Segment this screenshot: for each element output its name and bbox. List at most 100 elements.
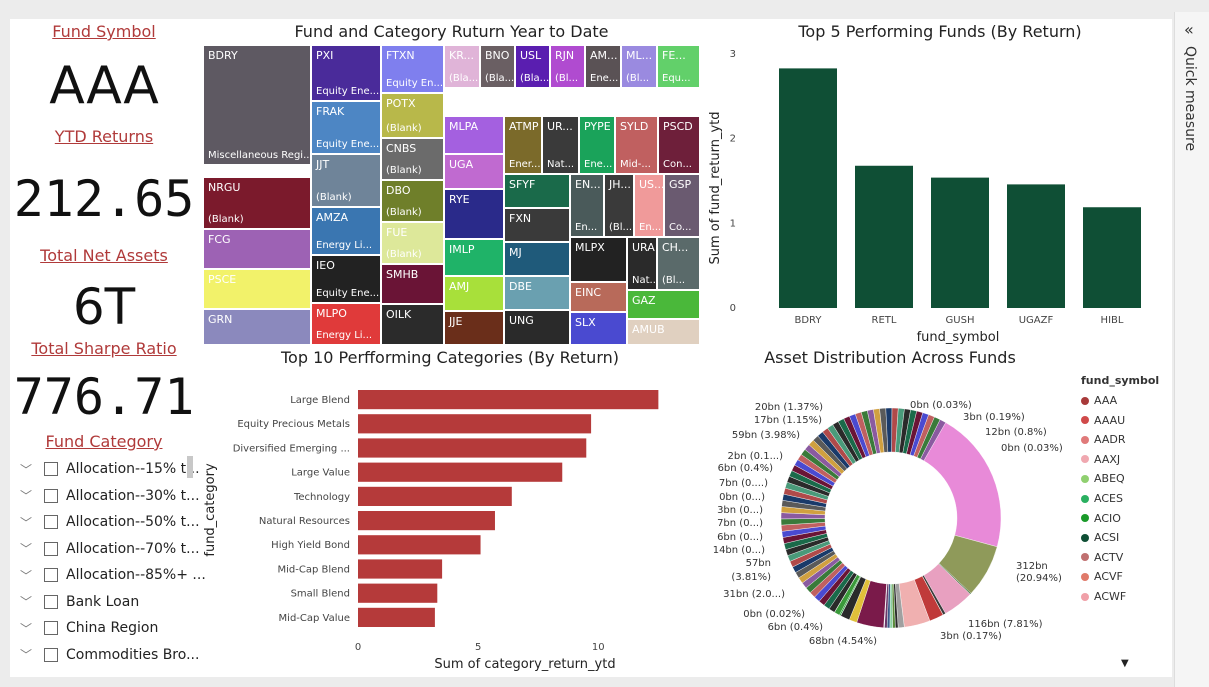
- chevron-down-icon[interactable]: ﹀: [20, 462, 33, 477]
- bar[interactable]: [358, 486, 512, 506]
- bar[interactable]: [779, 68, 837, 308]
- checkbox[interactable]: [44, 462, 58, 476]
- treemap-cell[interactable]: MLPA: [444, 116, 504, 154]
- treemap-cell[interactable]: BDRY Miscellaneous Regi...: [203, 45, 311, 165]
- chevron-down-icon[interactable]: ﹀: [20, 542, 33, 556]
- bar[interactable]: [855, 165, 913, 308]
- treemap-cell[interactable]: AMJ: [444, 276, 504, 311]
- treemap-cell[interactable]: USL (Bla...: [515, 45, 550, 88]
- fund-symbol-label[interactable]: Fund Symbol: [52, 22, 156, 41]
- treemap-cell[interactable]: RYE: [444, 189, 504, 239]
- checkbox[interactable]: [44, 488, 58, 503]
- legend-item[interactable]: AAXJ: [1081, 453, 1120, 466]
- treemap-cell[interactable]: FCG: [203, 229, 311, 269]
- collapse-pane-icon[interactable]: «: [1184, 20, 1194, 39]
- legend-item[interactable]: AAA: [1081, 394, 1117, 407]
- bar[interactable]: [358, 535, 481, 555]
- treemap-cell[interactable]: PSCD Con...: [658, 116, 700, 174]
- legend-item[interactable]: ACES: [1081, 492, 1123, 505]
- treemap-cell[interactable]: OILK: [381, 304, 444, 345]
- treemap-cell[interactable]: URA Nat...: [627, 237, 657, 290]
- bar[interactable]: [358, 462, 563, 482]
- chevron-down-icon[interactable]: ﹀: [20, 648, 33, 662]
- slicer-item[interactable]: ﹀ Allocation--15% t...: [20, 458, 200, 480]
- treemap-cell[interactable]: FUE (Blank): [381, 222, 444, 264]
- ytd-returns-label[interactable]: YTD Returns: [54, 127, 154, 146]
- treemap-cell[interactable]: PSCE: [203, 269, 311, 309]
- treemap-cell[interactable]: GSP Co...: [664, 174, 700, 237]
- quick-measure-pane[interactable]: [1174, 12, 1209, 687]
- treemap-cell[interactable]: UGA: [444, 154, 504, 189]
- treemap-cell[interactable]: ML... (Bl...: [621, 45, 657, 88]
- treemap-cell[interactable]: IEO Equity Ene...: [311, 255, 381, 303]
- slicer-item[interactable]: ﹀ Allocation--70% t...: [20, 538, 200, 560]
- donut-slice[interactable]: [923, 422, 1002, 548]
- treemap-cell[interactable]: SMHB: [381, 264, 444, 304]
- chevron-down-icon[interactable]: ﹀: [20, 621, 33, 636]
- bar[interactable]: [931, 177, 989, 308]
- legend-item[interactable]: AAAU: [1081, 414, 1125, 427]
- treemap-cell[interactable]: RJN (Bl...: [550, 45, 585, 88]
- treemap-cell[interactable]: BNO (Bla...: [480, 45, 515, 88]
- bar[interactable]: [358, 607, 435, 627]
- treemap-cell[interactable]: DBE: [504, 276, 570, 310]
- treemap-cell[interactable]: US... En...: [634, 174, 664, 237]
- treemap-cell[interactable]: IMLP: [444, 239, 504, 276]
- quick-measure-label[interactable]: Quick measure: [1182, 46, 1198, 152]
- checkbox[interactable]: [44, 647, 58, 662]
- checkbox[interactable]: [44, 594, 58, 609]
- treemap-cell[interactable]: CNBS (Blank): [381, 138, 444, 180]
- bar[interactable]: [358, 583, 438, 603]
- legend-item[interactable]: ACWF: [1081, 590, 1126, 603]
- treemap-cell[interactable]: AM... Ene...: [585, 45, 621, 88]
- treemap-cell[interactable]: JJE: [444, 311, 504, 345]
- treemap-cell[interactable]: PYPE Ene...: [579, 116, 615, 174]
- bar[interactable]: [358, 438, 587, 458]
- treemap-cell[interactable]: AMZA Energy Li...: [311, 207, 381, 255]
- slicer-item[interactable]: ﹀ China Region: [20, 617, 158, 639]
- treemap-cell[interactable]: NRGU (Blank): [203, 177, 311, 229]
- treemap-cell[interactable]: CH... (Bl...: [657, 237, 700, 290]
- legend-item[interactable]: ACVF: [1081, 570, 1123, 583]
- slicer-item[interactable]: ﹀ Allocation--30% t...: [20, 485, 200, 507]
- treemap-cell[interactable]: SLX: [570, 312, 627, 345]
- legend-item[interactable]: ABEQ: [1081, 472, 1125, 485]
- treemap-cell[interactable]: FTXN Equity En...: [381, 45, 444, 93]
- treemap-cell[interactable]: GAZ: [627, 290, 700, 319]
- bar[interactable]: [358, 390, 659, 410]
- treemap-cell[interactable]: UR... Nat...: [542, 116, 579, 174]
- treemap-cell[interactable]: PXI Equity Ene...: [311, 45, 381, 101]
- chevron-down-icon[interactable]: ﹀: [20, 568, 33, 583]
- donut-slice[interactable]: [920, 419, 946, 461]
- chevron-down-icon[interactable]: ﹀: [20, 515, 33, 530]
- legend-scroll-down-icon[interactable]: ▼: [1121, 658, 1129, 669]
- checkbox[interactable]: [44, 568, 58, 582]
- treemap-cell[interactable]: KR... (Bla...: [444, 45, 480, 88]
- treemap-cell[interactable]: EN... En...: [570, 174, 604, 237]
- treemap-cell[interactable]: AMUB: [627, 319, 700, 345]
- treemap-cell[interactable]: JH... (Bl...: [604, 174, 634, 237]
- slicer-item[interactable]: ﹀ Allocation--50% t...: [20, 511, 200, 533]
- total-sharpe-ratio-label[interactable]: Total Sharpe Ratio: [31, 339, 177, 358]
- bar[interactable]: [358, 414, 592, 434]
- slicer-item[interactable]: ﹀ Allocation--85%+ ...: [20, 564, 206, 586]
- treemap-cell[interactable]: DBO (Blank): [381, 180, 444, 222]
- legend-item[interactable]: ACIO: [1081, 512, 1121, 525]
- checkbox[interactable]: [44, 621, 58, 635]
- chevron-down-icon[interactable]: ﹀: [20, 489, 33, 503]
- treemap-cell[interactable]: GRN: [203, 309, 311, 345]
- bar[interactable]: [358, 559, 443, 579]
- slicer-scrollbar[interactable]: [187, 456, 193, 478]
- slicer-item[interactable]: ﹀ Commodities Bro...: [20, 644, 199, 666]
- bar[interactable]: [1007, 184, 1065, 308]
- legend-item[interactable]: ACSI: [1081, 531, 1119, 544]
- bar[interactable]: [1083, 207, 1141, 308]
- treemap-cell[interactable]: MJ: [504, 242, 570, 276]
- slicer-item[interactable]: ﹀ Bank Loan: [20, 591, 139, 613]
- bar[interactable]: [358, 511, 495, 531]
- treemap-cell[interactable]: FRAK Equity Ene...: [311, 101, 381, 154]
- total-net-assets-label[interactable]: Total Net Assets: [40, 246, 168, 265]
- treemap-cell[interactable]: SFYF: [504, 174, 570, 208]
- treemap-cell[interactable]: SYLD Mid-...: [615, 116, 658, 174]
- treemap-cell[interactable]: POTX (Blank): [381, 93, 444, 138]
